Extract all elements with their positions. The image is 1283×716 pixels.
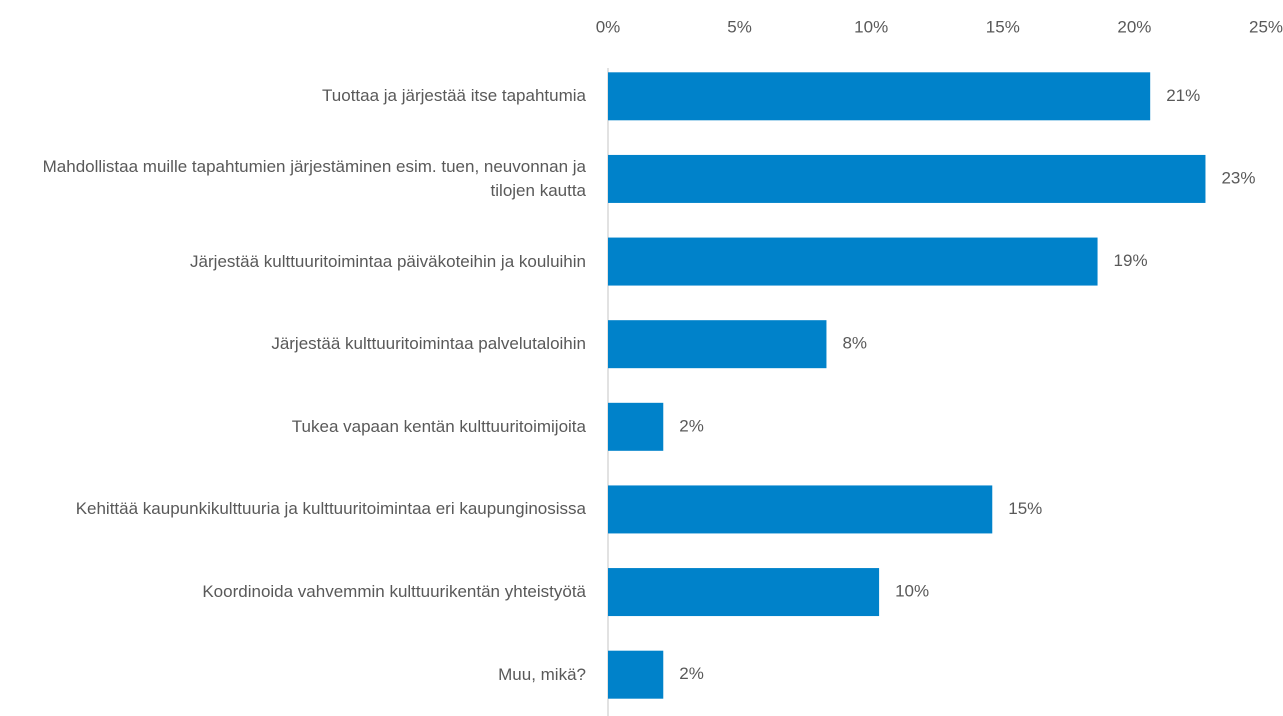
bar	[608, 72, 1151, 121]
x-tick-label: 5%	[727, 17, 752, 36]
bar	[608, 485, 993, 534]
bar	[608, 237, 1098, 286]
category-label: Muu, mikä?	[498, 664, 586, 684]
category-label: Tukea vapaan kentän kulttuuritoimijoita	[291, 416, 586, 436]
bar	[608, 320, 827, 369]
data-label: 10%	[895, 582, 929, 601]
data-label: 2%	[679, 664, 704, 683]
category-label: Tuottaa ja järjestää itse tapahtumia	[322, 86, 586, 106]
bar	[608, 402, 664, 451]
bar	[608, 154, 1206, 203]
category-label: Kehittää kaupunkikulttuuria ja kulttuuri…	[75, 499, 586, 519]
category-label: Järjestää kulttuuritoimintaa päiväkoteih…	[190, 251, 586, 271]
data-label: 2%	[679, 416, 704, 435]
data-label: 19%	[1114, 251, 1148, 270]
data-label: 23%	[1221, 168, 1255, 187]
category-label: Järjestää kulttuuritoimintaa palvelutalo…	[271, 334, 586, 354]
data-label: 8%	[842, 334, 867, 353]
x-tick-label: 20%	[1117, 17, 1151, 36]
x-tick-label: 0%	[596, 17, 621, 36]
bar	[608, 650, 664, 699]
x-tick-label: 25%	[1249, 17, 1283, 36]
category-label: Mahdollistaa muille tapahtumien järjestä…	[42, 156, 586, 200]
data-label: 15%	[1008, 499, 1042, 518]
x-tick-label: 15%	[986, 17, 1020, 36]
x-tick-label: 10%	[854, 17, 888, 36]
bar	[608, 568, 880, 617]
data-label: 21%	[1166, 86, 1200, 105]
category-label: Koordinoida vahvemmin kulttuurikentän yh…	[202, 582, 586, 602]
